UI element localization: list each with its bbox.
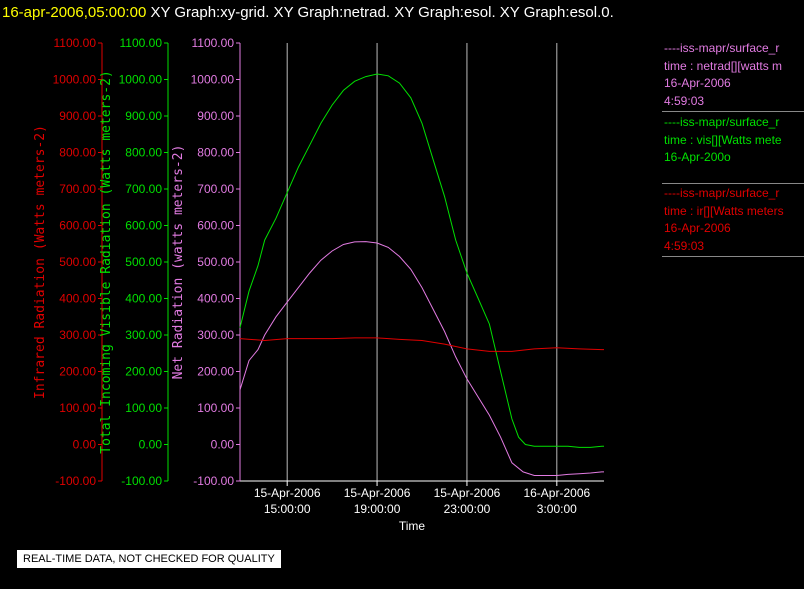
y-tick-label: 800.00 [125,146,162,160]
y-tick-label: 400.00 [197,292,234,306]
y-tick-label: 0.00 [139,438,163,452]
legend-vis-line-2: time : vis[][Watts mete [664,132,782,147]
y-axis-title: Net Radiation (watts meters-2) [171,145,186,380]
y-tick-label: 700.00 [59,182,96,196]
y-tick-label: 900.00 [59,109,96,123]
y-tick-label: 100.00 [125,401,162,415]
y-axis-title: Infrared Radiation (Watts meters-2) [33,125,48,399]
legend-ir-line-2: time : ir[][Watts meters [664,203,784,218]
y-tick-label: 0.00 [73,438,97,452]
y-axis-title: Total Incoming Visible Radiation (Watts … [99,70,114,454]
y-tick-label: -100.00 [55,474,96,488]
y-tick-label: 0.00 [211,438,235,452]
timestamp: 16-apr-2006,05:00:00 [2,4,147,21]
legend-ir-line-1: ----iss-mapr/surface_r [664,186,780,200]
y-tick-label: 700.00 [125,182,162,196]
x-axis-title: Time [399,519,426,533]
y-tick-label: 300.00 [59,328,96,342]
y-tick-label: -100.00 [193,474,234,488]
y-tick-label: 300.00 [125,328,162,342]
legend-vis-line-3: 16-Apr-200o [664,150,731,164]
y-tick-label: 500.00 [197,255,234,269]
y-tick-label: 500.00 [125,255,162,269]
legend-vis: ----iss-mapr/surface_r time : vis[][Watt… [664,114,782,167]
y-tick-label: 1100.00 [120,36,163,50]
y-tick-label: 600.00 [197,219,234,233]
y-tick-label: -100.00 [121,474,162,488]
legend-netrad: ----iss-mapr/surface_r time : netrad[][w… [664,40,782,110]
legend-ir: ----iss-mapr/surface_r time : ir[][Watts… [664,185,784,255]
series-line-netrad [239,241,604,476]
series-line-vis [239,73,604,448]
x-tick-date: 15-Apr-2006 [434,486,501,500]
y-tick-label: 200.00 [197,365,234,379]
y-tick-label: 800.00 [197,146,234,160]
y-tick-label: 1100.00 [54,36,97,50]
legend-netrad-line-3: 16-Apr-2006 [664,76,731,90]
x-tick-time: 3:00:00 [537,502,577,516]
y-tick-label: 400.00 [125,292,162,306]
graph-list: XY Graph:xy-grid. XY Graph:netrad. XY Gr… [150,4,614,21]
x-tick-time: 15:00:00 [264,502,311,516]
y-tick-label: 900.00 [125,109,162,123]
x-tick-time: 19:00:00 [354,502,401,516]
x-tick-time: 23:00:00 [444,502,491,516]
y-tick-label: 100.00 [197,401,234,415]
y-tick-label: 100.00 [59,401,96,415]
y-tick-label: 1100.00 [192,36,235,50]
legend-divider [662,111,804,112]
y-tick-label: 200.00 [125,365,162,379]
y-tick-label: 500.00 [59,255,96,269]
legend-ir-line-3: 16-Apr-2006 [664,221,731,235]
y-tick-label: 300.00 [197,328,234,342]
quality-disclaimer: REAL-TIME DATA, NOT CHECKED FOR QUALITY [17,550,281,568]
legend-netrad-line-4: 4:59:03 [664,93,705,108]
legend-netrad-line-1: ----iss-mapr/surface_r [664,41,780,55]
legend-vis-line-1: ----iss-mapr/surface_r [664,115,780,129]
y-tick-label: 1000.00 [119,73,163,87]
x-tick-date: 15-Apr-2006 [344,486,411,500]
legend-ir-line-4: 4:59:03 [664,238,705,253]
y-tick-label: 600.00 [125,219,162,233]
y-tick-label: 400.00 [59,292,96,306]
legend-netrad-line-2: time : netrad[][watts m [664,58,783,73]
y-tick-label: 1000.00 [53,73,97,87]
legend-divider [662,183,804,184]
y-tick-label: 1000.00 [191,73,235,87]
legend-divider [662,256,804,257]
y-tick-label: 600.00 [59,219,96,233]
window-title: 16-apr-2006,05:00:00 XY Graph:xy-grid. X… [2,4,614,21]
y-tick-label: 900.00 [197,109,234,123]
y-tick-label: 700.00 [197,182,234,196]
series-line-ir [239,337,604,352]
x-tick-date: 15-Apr-2006 [254,486,321,500]
x-tick-date: 16-Apr-2006 [523,486,590,500]
y-tick-label: 200.00 [59,365,96,379]
y-tick-label: 800.00 [59,146,96,160]
